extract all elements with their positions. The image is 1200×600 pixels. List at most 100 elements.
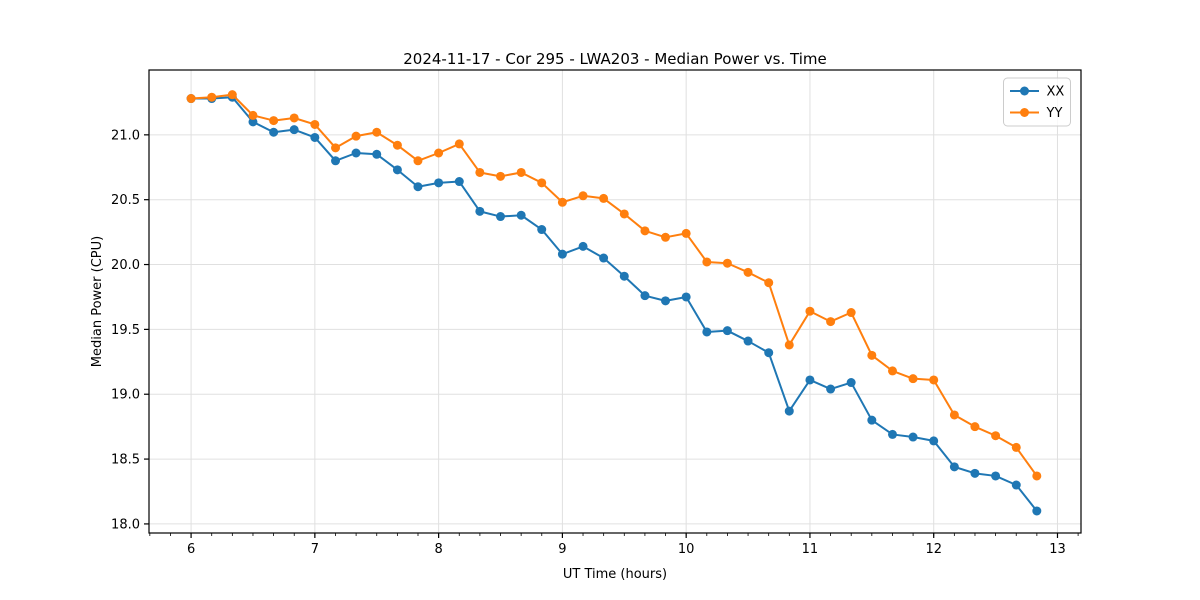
series-xx-point <box>867 415 877 425</box>
series-yy-point <box>310 119 320 129</box>
series-yy-point <box>331 143 341 153</box>
legend-marker-sample <box>1020 86 1029 96</box>
series-xx-point <box>722 326 732 336</box>
y-axis-label: Median Power (CPU) <box>90 236 105 367</box>
series-xx-point <box>475 206 485 216</box>
y-tick-label: 21.0 <box>111 128 140 143</box>
series-xx-point <box>578 241 588 251</box>
series-yy-point <box>227 90 237 100</box>
series-yy-point <box>289 113 299 123</box>
series-xx-point <box>557 249 567 259</box>
series-yy-point <box>867 350 877 360</box>
y-tick-label: 19.0 <box>111 388 140 403</box>
series-xx-point <box>846 378 856 388</box>
series-xx-point <box>619 271 629 281</box>
series-xx-point <box>351 148 361 158</box>
x-tick-label: 9 <box>558 542 566 557</box>
series-yy-point <box>413 156 423 166</box>
series-yy-point <box>640 226 650 236</box>
y-tick-label: 19.5 <box>111 323 140 338</box>
series-xx-point <box>970 468 980 478</box>
series-xx-point <box>537 225 547 235</box>
series-xx-point <box>269 127 279 137</box>
series-xx-point <box>1032 506 1042 516</box>
series-yy-point <box>496 171 506 181</box>
x-tick-label: 12 <box>925 542 942 557</box>
series-yy-point <box>764 278 774 288</box>
series-xx-point <box>991 471 1001 481</box>
y-tick-label: 18.0 <box>111 517 140 532</box>
series-xx-point <box>331 156 341 166</box>
series-xx-point <box>661 296 670 306</box>
series-yy-point <box>1011 442 1021 452</box>
series-yy-point <box>722 258 732 268</box>
legend-label: YY <box>1046 106 1063 121</box>
series-yy-point <box>186 94 196 104</box>
series-yy-point <box>434 148 444 158</box>
legend-marker-sample <box>1020 108 1029 117</box>
series-yy-point <box>207 92 217 102</box>
series-yy-point <box>599 193 609 203</box>
series-yy-point <box>619 209 629 219</box>
series-xx-point <box>888 429 897 439</box>
series-xx-point <box>289 125 299 135</box>
series-yy-point <box>681 228 691 238</box>
series-yy-point <box>888 366 897 376</box>
chart-title: 2024-11-17 - Cor 295 - LWA203 - Median P… <box>403 50 827 68</box>
series-xx-point <box>702 327 712 337</box>
x-axis-label: UT Time (hours) <box>563 567 667 582</box>
series-xx-point <box>764 348 774 358</box>
series-yy-point <box>537 178 547 188</box>
series-xx-point <box>248 117 258 127</box>
series-yy-point <box>248 110 258 120</box>
grid-lines <box>149 70 1081 533</box>
series-xx-point <box>413 182 423 192</box>
y-tick-label: 20.5 <box>111 193 140 208</box>
series-yy-point <box>1032 471 1042 481</box>
y-tick-label: 20.0 <box>111 258 140 273</box>
series-yy-point <box>846 308 856 318</box>
series-yy-point <box>702 257 712 267</box>
series-xx-point <box>496 212 506 222</box>
series-xx-point <box>454 177 464 187</box>
x-tick-label: 8 <box>434 542 442 557</box>
series-yy-point <box>784 340 794 350</box>
series-yy-point <box>661 232 670 242</box>
x-tick-label: 13 <box>1049 542 1066 557</box>
series-yy-point <box>392 140 402 150</box>
series-yy-point <box>805 306 815 316</box>
series-yy-point <box>372 127 382 137</box>
series-xx-point <box>640 291 650 301</box>
series-yy-point <box>949 410 959 420</box>
series-yy-point <box>743 267 753 277</box>
series-xx-point <box>1011 480 1021 490</box>
x-tick-label: 11 <box>802 542 819 557</box>
series-xx-point <box>516 210 526 220</box>
series-yy-point <box>929 375 939 385</box>
series-yy-point <box>826 317 836 327</box>
series-xx-point <box>434 178 444 188</box>
axes: 6 7 8 9 10 11 12 13 18.0 18.5 19.0 19.5 20.0 20.5 21.0 <box>111 69 1082 557</box>
series-xx-point <box>805 375 815 385</box>
x-tick-label: 10 <box>678 542 695 557</box>
series-xx-point <box>372 149 382 159</box>
x-tick-label: 6 <box>187 542 195 557</box>
series-xx-point <box>826 384 836 394</box>
series-yy-point <box>454 139 464 149</box>
series-xx-line <box>190 96 1038 512</box>
legend: XX YY <box>1003 77 1071 127</box>
series-xx-point <box>743 336 753 346</box>
series-yy-point <box>351 131 361 141</box>
series-yy-point <box>557 197 567 207</box>
plot-frame <box>148 69 1082 534</box>
series-xx-point <box>949 462 959 472</box>
series-xx-point <box>929 436 939 446</box>
series-xx-point <box>599 253 609 263</box>
series-yy-point <box>516 167 526 177</box>
x-tick-label: 7 <box>311 542 319 557</box>
series-yy-point <box>578 191 588 201</box>
series-xx-point <box>310 132 320 142</box>
series-yy-line <box>190 93 1038 477</box>
